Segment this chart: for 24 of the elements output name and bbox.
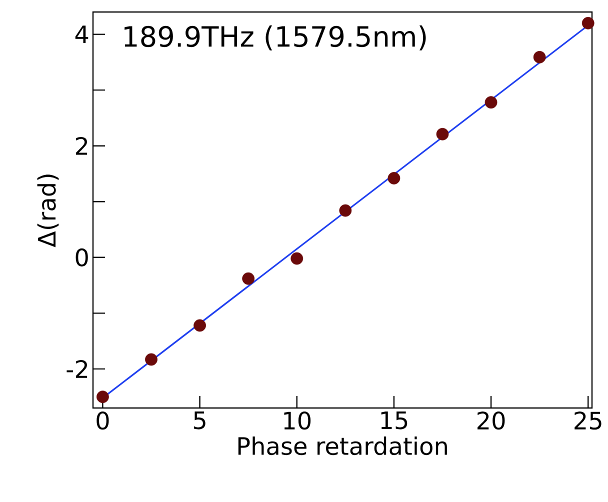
point — [484, 96, 498, 109]
x-tick-label: 15 — [381, 412, 408, 430]
x-tick-label: 20 — [478, 412, 505, 430]
y-axis-title: Δ(rad) — [37, 174, 59, 248]
x-tick-label: 10 — [284, 412, 311, 430]
point — [96, 390, 109, 404]
x-tick-label: 0 — [96, 412, 109, 430]
point — [242, 272, 255, 285]
y-tick-label: -2 — [66, 360, 88, 378]
point — [533, 50, 546, 64]
x-axis-title: Phase retardation — [238, 436, 447, 456]
point — [582, 16, 594, 30]
point — [145, 353, 158, 366]
x-tick-label: 5 — [194, 412, 206, 430]
y-tick-label: 4 — [75, 26, 88, 44]
x-tick-label: 25 — [574, 412, 602, 430]
point — [290, 252, 304, 265]
point — [339, 204, 352, 217]
point — [436, 128, 449, 140]
y-tick-label: 2 — [76, 136, 88, 155]
point — [388, 172, 400, 184]
y-tick-label: 0 — [76, 248, 88, 266]
annotation: 189.9THz (1579.5nm) — [124, 25, 426, 50]
point — [194, 319, 206, 332]
